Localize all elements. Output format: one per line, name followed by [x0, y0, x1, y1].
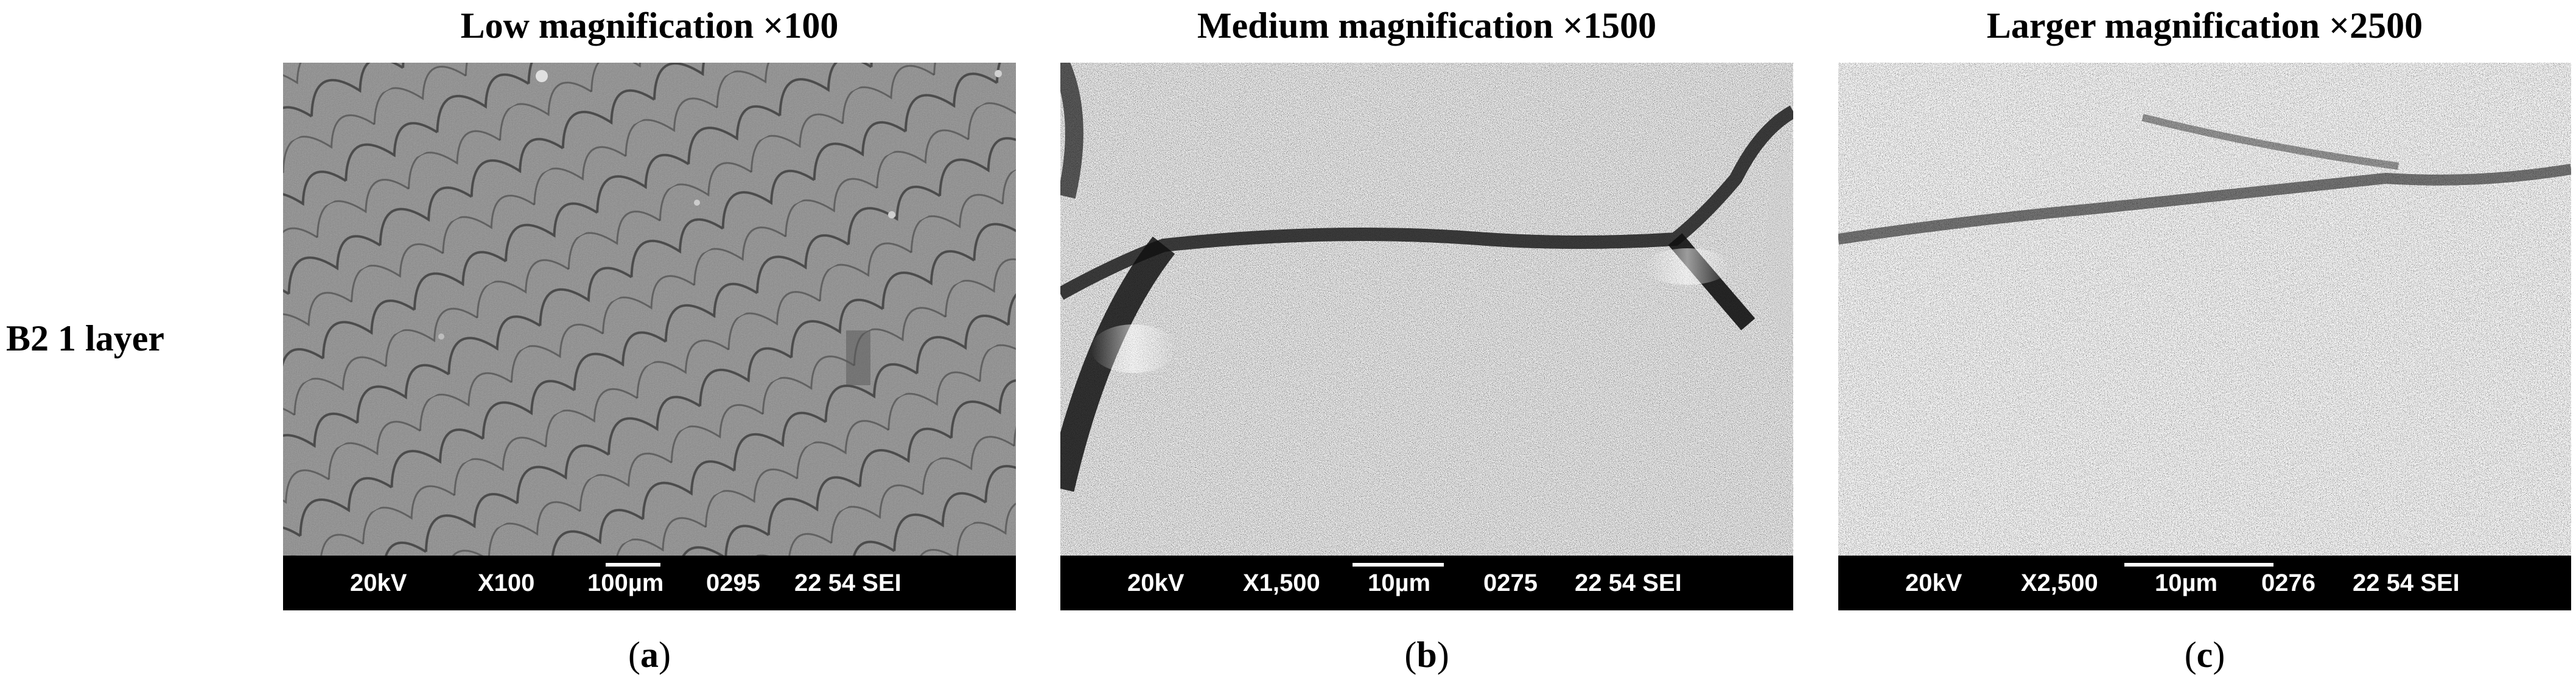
column-title-larger: Larger magnification ×2500 — [1986, 5, 2423, 46]
column-title-medium: Medium magnification ×1500 — [1197, 5, 1657, 46]
scale-bar — [606, 563, 660, 567]
sem-databar-b: 20kV X1,500 10µm 0275 22 54 SEI — [1060, 556, 1793, 610]
databar-voltage: 20kV — [350, 570, 407, 596]
databar-magnification: X100 — [478, 570, 535, 596]
panel-c: 20kV X2,500 10µm 0276 22 54 SEI — [1838, 63, 2571, 610]
databar-image-number: 0276 — [2261, 570, 2315, 596]
databar-scale: 100µm — [587, 570, 664, 596]
panel-a: 20kV X100 100µm 0295 22 54 SEI — [283, 63, 1016, 610]
panel-b: 20kV X1,500 10µm 0275 22 54 SEI — [1060, 63, 1793, 610]
caption-letter: a — [640, 635, 659, 675]
databar-settings: 22 54 SEI — [1575, 570, 1682, 596]
databar-magnification: X2,500 — [2021, 570, 2098, 596]
databar-image-number: 0275 — [1483, 570, 1538, 596]
row-label: B2 1 layer — [6, 318, 164, 358]
sem-image-b — [1060, 63, 1793, 556]
databar-magnification: X1,500 — [1243, 570, 1320, 596]
databar-settings: 22 54 SEI — [794, 570, 901, 596]
databar-settings: 22 54 SEI — [2353, 570, 2460, 596]
databar-image-number: 0295 — [706, 570, 760, 596]
caption-letter: c — [2196, 635, 2213, 675]
databar-scale: 10µm — [2155, 570, 2218, 596]
caption-letter: b — [1416, 635, 1437, 675]
sem-image-a — [283, 63, 1016, 556]
caption-a: (a) — [628, 635, 671, 675]
sem-databar-a: 20kV X100 100µm 0295 22 54 SEI — [283, 556, 1016, 610]
scale-bar — [2124, 563, 2273, 567]
sem-databar-c: 20kV X2,500 10µm 0276 22 54 SEI — [1838, 556, 2571, 610]
caption-b: (b) — [1404, 635, 1449, 675]
scale-bar — [1353, 563, 1444, 567]
databar-scale: 10µm — [1368, 570, 1431, 596]
caption-c: (c) — [2184, 635, 2225, 675]
column-title-low: Low magnification ×100 — [460, 5, 839, 46]
sem-image-c — [1838, 63, 2571, 556]
databar-voltage: 20kV — [1127, 570, 1185, 596]
databar-voltage: 20kV — [1905, 570, 1962, 596]
